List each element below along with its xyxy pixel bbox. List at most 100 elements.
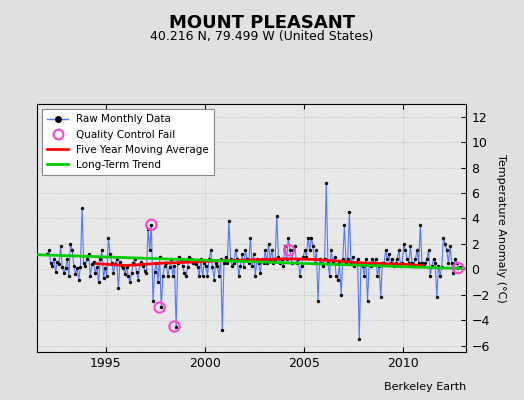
Point	[418, 260, 426, 266]
Point	[152, 260, 160, 266]
Point	[439, 234, 447, 241]
Point	[55, 261, 63, 268]
Point	[109, 270, 117, 276]
Point	[259, 260, 268, 266]
Point	[245, 260, 253, 266]
Point	[202, 262, 210, 269]
Point	[362, 256, 370, 262]
Point	[213, 262, 222, 269]
Point	[256, 270, 265, 276]
Point	[180, 270, 189, 276]
Y-axis label: Temperature Anomaly (°C): Temperature Anomaly (°C)	[496, 154, 506, 302]
Point	[47, 260, 55, 266]
Point	[274, 254, 282, 260]
Point	[225, 218, 233, 224]
Point	[253, 256, 261, 262]
Point	[261, 247, 269, 254]
Point	[386, 260, 395, 266]
Point	[147, 222, 156, 228]
Point	[264, 241, 272, 247]
Point	[210, 276, 219, 283]
Point	[395, 247, 403, 254]
Point	[208, 264, 216, 270]
Point	[390, 262, 398, 269]
Point	[330, 254, 339, 260]
Point	[380, 260, 388, 266]
Point	[327, 247, 335, 254]
Point	[187, 256, 195, 262]
Point	[297, 262, 305, 269]
Point	[372, 256, 380, 262]
Point	[136, 261, 144, 268]
Point	[449, 270, 457, 276]
Point	[150, 269, 159, 275]
Point	[353, 256, 362, 262]
Point	[156, 304, 164, 311]
Point	[88, 261, 96, 268]
Point	[443, 247, 451, 254]
Point	[403, 256, 411, 262]
Point	[410, 262, 418, 269]
Point	[400, 241, 408, 247]
Point	[246, 234, 255, 241]
Point	[83, 256, 91, 262]
Point	[86, 272, 94, 279]
Point	[285, 247, 293, 254]
Point	[113, 256, 121, 262]
Point	[302, 254, 311, 260]
Point	[117, 262, 126, 269]
Point	[272, 213, 281, 219]
Point	[309, 243, 317, 250]
Point	[251, 272, 259, 279]
Point	[426, 272, 434, 279]
Point	[258, 256, 266, 262]
Point	[154, 279, 162, 285]
Point	[279, 262, 288, 269]
Point	[335, 260, 344, 266]
Point	[249, 251, 258, 257]
Point	[292, 260, 301, 266]
Point	[71, 271, 80, 278]
Point	[271, 256, 279, 262]
Legend: Raw Monthly Data, Quality Control Fail, Five Year Moving Average, Long-Term Tren: Raw Monthly Data, Quality Control Fail, …	[42, 109, 214, 175]
Point	[93, 264, 101, 270]
Point	[51, 269, 60, 275]
Point	[200, 260, 209, 266]
Point	[301, 247, 309, 254]
Point	[142, 270, 150, 276]
Point	[405, 260, 413, 266]
Point	[266, 256, 275, 262]
Point	[305, 247, 314, 254]
Point	[198, 272, 206, 279]
Point	[447, 260, 456, 266]
Point	[312, 247, 321, 254]
Point	[103, 272, 111, 279]
Point	[134, 276, 143, 283]
Point	[363, 298, 372, 304]
Point	[111, 261, 119, 268]
Point	[373, 272, 381, 279]
Point	[424, 247, 433, 254]
Point	[255, 260, 263, 266]
Point	[325, 272, 334, 279]
Point	[53, 258, 61, 265]
Point	[121, 271, 129, 278]
Point	[215, 272, 223, 279]
Point	[230, 260, 238, 266]
Point	[281, 243, 289, 250]
Point	[73, 265, 81, 271]
Point	[76, 264, 84, 270]
Point	[222, 254, 230, 260]
Point	[106, 251, 114, 257]
Point	[451, 256, 459, 262]
Point	[68, 247, 77, 254]
Point	[169, 272, 177, 279]
Point	[315, 256, 324, 262]
Point	[367, 262, 375, 269]
Point	[130, 256, 139, 262]
Point	[352, 260, 360, 266]
Point	[149, 298, 157, 304]
Point	[196, 256, 205, 262]
Point	[321, 256, 329, 262]
Point	[268, 247, 276, 254]
